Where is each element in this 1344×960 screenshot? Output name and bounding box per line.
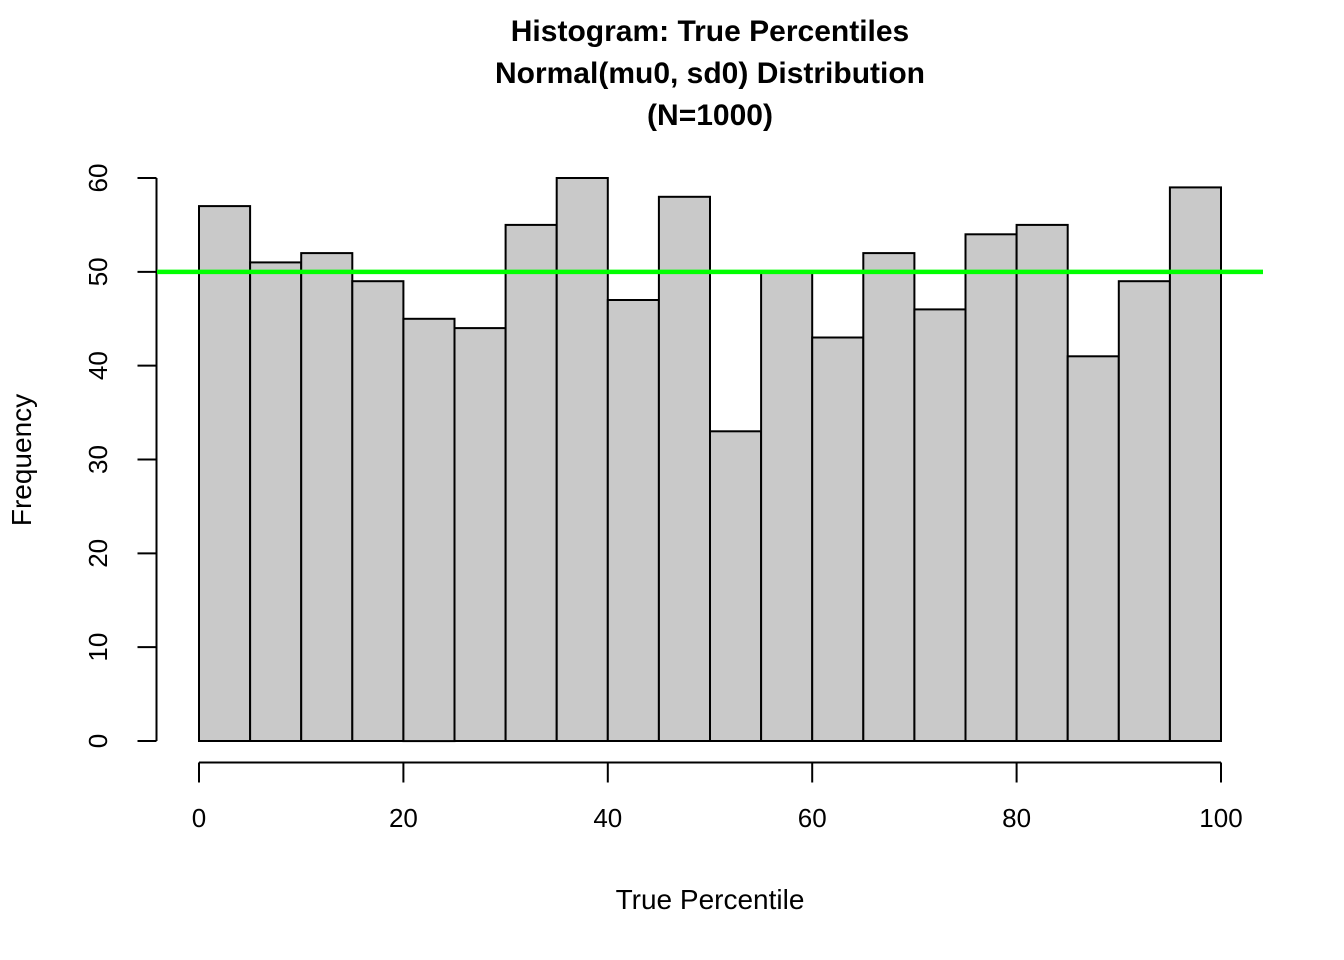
chart-title-line-3: (N=1000)	[647, 99, 773, 132]
histogram-bar	[198, 205, 252, 743]
y-tick-label: 50	[83, 257, 113, 286]
histogram-bar	[760, 270, 814, 742]
histogram-bar	[402, 317, 456, 743]
histogram-bar	[504, 223, 558, 742]
y-axis-title: Frequency	[6, 394, 37, 526]
histogram-bar	[453, 327, 507, 742]
x-tick-label: 60	[798, 803, 827, 833]
x-axis-title: True Percentile	[616, 884, 805, 915]
histogram-bar	[1066, 355, 1120, 742]
y-tick-label: 20	[83, 539, 113, 568]
histogram-bar	[657, 195, 712, 743]
histogram-bar	[555, 177, 609, 742]
histogram-bar	[1168, 186, 1223, 742]
histogram-bar	[709, 430, 763, 742]
y-tick-label: 30	[83, 445, 113, 474]
x-tick-label: 40	[593, 803, 622, 833]
y-tick-label: 0	[83, 734, 113, 748]
histogram-bar	[913, 308, 967, 742]
chart-title: Histogram: True Percentiles Normal(mu0, …	[495, 15, 925, 132]
histogram-bar	[606, 299, 660, 742]
x-tick-label: 80	[1002, 803, 1031, 833]
histogram-bar	[964, 233, 1018, 743]
y-tick-label: 60	[83, 164, 113, 193]
histogram-bar	[1015, 223, 1069, 742]
x-axis: 0 20 40 60 80 100	[192, 761, 1243, 833]
histogram-bar	[300, 252, 354, 742]
chart-title-line-2: Normal(mu0, sd0) Distribution	[495, 57, 925, 90]
histogram-bar	[1117, 280, 1171, 742]
y-tick-label: 10	[83, 633, 113, 662]
x-tick-label: 0	[192, 803, 206, 833]
chart-title-line-1: Histogram: True Percentiles	[511, 15, 909, 48]
x-tick-label: 100	[1199, 803, 1242, 833]
histogram-bar	[811, 336, 865, 742]
y-axis: 0 10 20 30 40 50 60	[83, 164, 158, 748]
y-tick-label: 40	[83, 351, 113, 380]
histogram-bar	[249, 261, 303, 742]
x-tick-label: 20	[389, 803, 418, 833]
histogram-bar	[351, 280, 405, 742]
bars-group	[198, 177, 1223, 743]
histogram-bar	[862, 252, 916, 742]
